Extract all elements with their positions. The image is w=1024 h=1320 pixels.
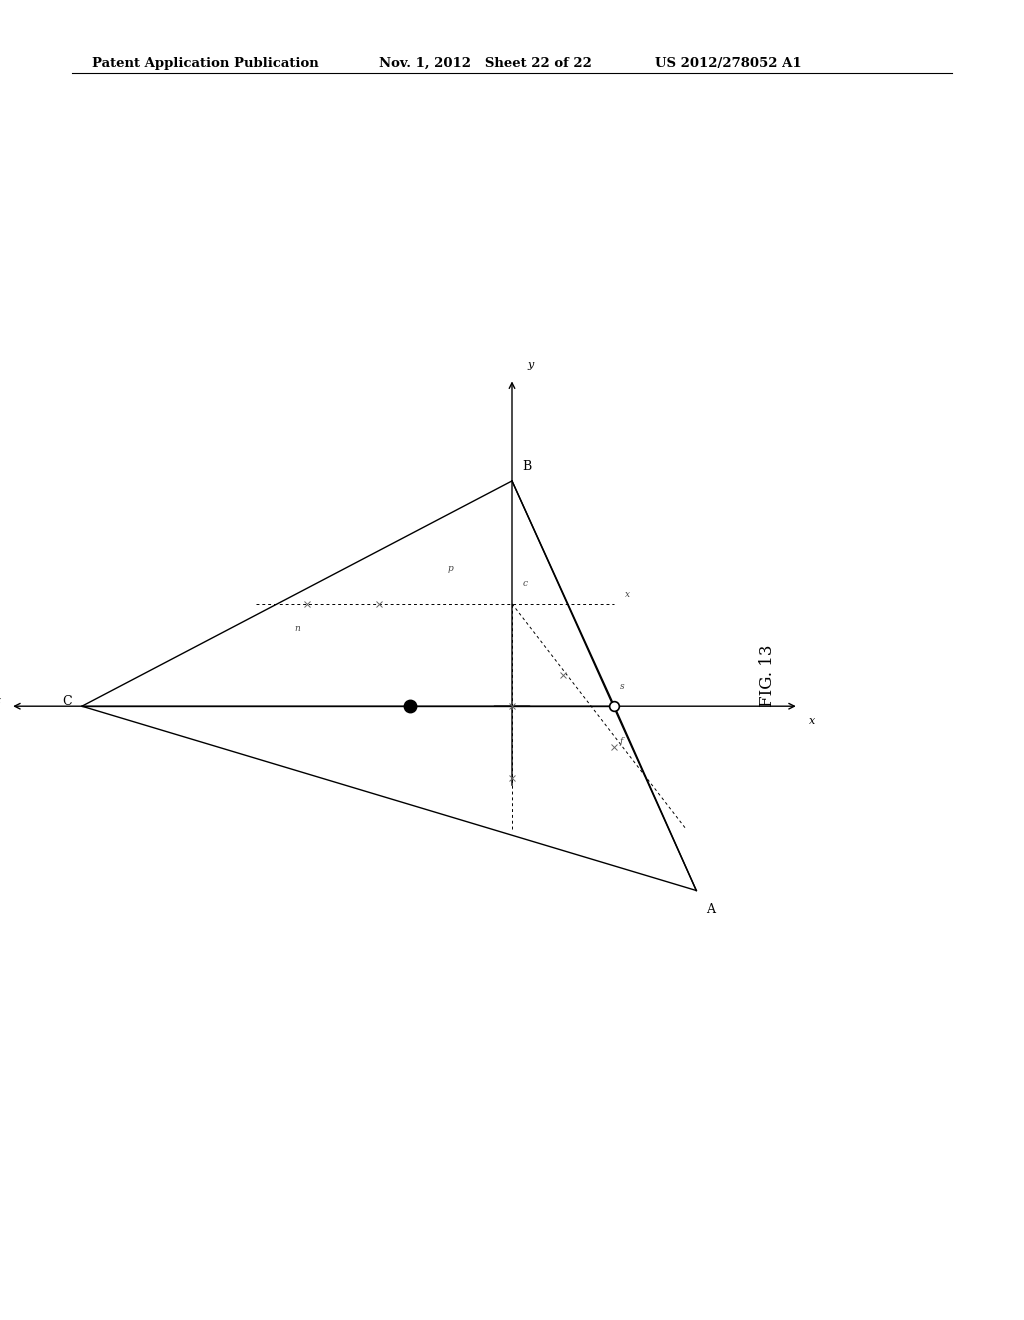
Text: c: c (522, 579, 527, 589)
Text: FIG. 13: FIG. 13 (760, 644, 776, 706)
Text: n: n (294, 624, 300, 634)
Text: US 2012/278052 A1: US 2012/278052 A1 (655, 57, 802, 70)
Text: x: x (809, 717, 815, 726)
Text: y: y (527, 360, 534, 371)
Text: C: C (62, 694, 72, 708)
Text: p: p (447, 564, 454, 573)
Text: s: s (620, 682, 625, 690)
Text: Nov. 1, 2012   Sheet 22 of 22: Nov. 1, 2012 Sheet 22 of 22 (379, 57, 592, 70)
Text: A: A (707, 903, 716, 916)
Text: x: x (625, 590, 630, 599)
Text: Patent Application Publication: Patent Application Publication (92, 57, 318, 70)
Text: f: f (620, 737, 623, 746)
Text: B: B (522, 459, 531, 473)
